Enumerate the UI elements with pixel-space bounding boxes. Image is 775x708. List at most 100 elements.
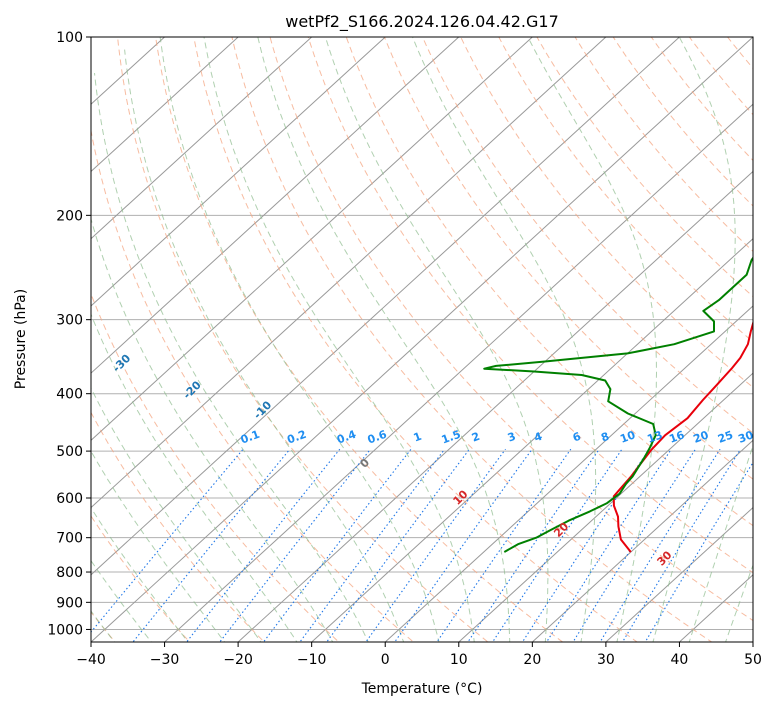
dry-adiabat-line (574, 37, 753, 253)
y-tick-label: 100 (56, 30, 83, 46)
mixing-ratio-label: 2 (470, 430, 482, 445)
x-tick-label: 20 (523, 652, 541, 668)
mixing-ratio-line (545, 448, 672, 642)
mixing-ratio-line (394, 448, 533, 642)
moist-adiabat-line (94, 72, 369, 642)
mixing-ratio-label: 0.1 (239, 428, 262, 447)
moist-adiabat-line (688, 444, 753, 642)
dry-adiabat-line (536, 37, 753, 298)
moist-adiabat-line (411, 37, 597, 642)
mixing-ratio-line (299, 448, 446, 642)
dewpoint-profile-line (483, 256, 753, 553)
moist-adiabat-line (159, 37, 440, 642)
mixing-ratio-line (219, 448, 371, 642)
isotherm-line (91, 37, 681, 576)
mixing-ratio-lines (91, 448, 753, 642)
mixing-ratio-line (599, 448, 721, 642)
mixing-ratio-label: 16 (667, 428, 686, 446)
y-tick-label: 700 (56, 531, 83, 547)
dry-adiabat-line (422, 37, 753, 434)
dry-adiabat-line (460, 37, 753, 388)
x-tick-label: 30 (597, 652, 615, 668)
mixing-ratio-label: 4 (532, 430, 544, 445)
moist-adiabat-line (91, 506, 189, 642)
y-tick-label: 500 (56, 444, 83, 460)
mixing-ratio-line (521, 448, 650, 642)
isotherm-line (91, 37, 386, 307)
x-tick-label: −30 (150, 652, 180, 668)
mixing-ratio-label: 20 (692, 428, 711, 446)
dry-adiabat-line (91, 411, 265, 642)
moist-adiabat-line (652, 37, 736, 642)
isotherm-line (458, 372, 753, 642)
mixing-ratio-line (436, 448, 572, 642)
isotherm-line (91, 37, 753, 642)
mixing-ratio-label: 0.2 (285, 428, 308, 447)
mixing-ratio-label: 1 (412, 430, 424, 445)
mixing-ratio-label: 0.4 (335, 428, 358, 447)
mixing-ratio-label: 13 (645, 428, 664, 445)
isotherm-line (531, 439, 753, 642)
plot-frame (90, 36, 754, 643)
mixing-ratio-label: 8 (599, 430, 611, 445)
moist-adiabat-line (257, 37, 511, 642)
moist-adiabat-line (203, 37, 475, 642)
moist-adiabat-line (91, 217, 334, 642)
chart-title: wetPf2_S166.2024.126.04.42.G17 (285, 12, 559, 32)
y-tick-label: 1000 (47, 622, 83, 638)
y-axis-label: Pressure (hPa) (13, 289, 29, 389)
profile-series (483, 256, 753, 553)
moist-adiabat-line (527, 37, 657, 642)
y-tick-label: 900 (56, 595, 83, 611)
mixing-ratio-line (91, 448, 244, 633)
moist-adiabat-line (725, 563, 753, 642)
y-axis-ticks: 1000 900 800 700 600 500 400 300 200 100 (47, 30, 91, 638)
pressure-gridlines (91, 37, 753, 630)
mixing-ratio-label: 0.6 (366, 428, 389, 447)
isotherm-line (91, 37, 534, 442)
dry-adiabat-line (269, 37, 753, 622)
mixing-ratio-label: 25 (716, 428, 735, 445)
x-tick-label: 10 (450, 652, 468, 668)
mixing-ratio-label: 30 (736, 428, 755, 446)
mixing-ratio-label: 36 (757, 428, 775, 446)
moist-adiabat-line (91, 387, 262, 642)
mixing-ratio-line (326, 448, 470, 642)
dry-adiabat-line (231, 37, 713, 642)
dry-adiabat-line (193, 37, 638, 642)
mixing-ratio-label: 6 (571, 430, 583, 445)
x-tick-label: 0 (381, 652, 390, 668)
x-tick-label: −40 (76, 652, 106, 668)
plot-border (90, 36, 754, 643)
mixing-ratio-label: 1.5 (440, 428, 463, 447)
y-tick-label: 600 (56, 491, 83, 507)
moist-adiabat-line (91, 313, 298, 642)
mixing-ratio-label: 10 (618, 428, 637, 446)
moist-adiabats (91, 37, 753, 642)
isotherm-line (384, 305, 753, 642)
mixing-ratio-line (262, 448, 412, 642)
y-tick-label: 200 (56, 208, 83, 224)
moist-adiabat-line (124, 49, 405, 642)
mixing-ratio-line (491, 448, 623, 642)
dry-adiabat-line (117, 37, 489, 642)
dry-adiabat-line (91, 128, 415, 642)
x-tick-label: 50 (744, 652, 762, 668)
isotherm-line (91, 37, 460, 374)
isotherm-line (163, 103, 753, 642)
dry-adiabat-line (755, 24, 775, 654)
dry-adiabat-line (383, 37, 753, 480)
isotherm-line (91, 37, 607, 509)
isotherm-line (237, 170, 753, 642)
moist-adiabat-line (324, 37, 549, 642)
isotherm-lines (91, 37, 753, 642)
x-axis-ticks: −40 −30 −20 −10 0 10 20 30 40 50 (76, 642, 762, 668)
y-tick-label: 800 (56, 565, 83, 581)
temperature-profile-line (612, 319, 753, 553)
mixing-ratio-label: 3 (506, 430, 518, 445)
dry-adiabat-label: -50 (0, 292, 4, 315)
mixing-ratio-line (467, 448, 600, 642)
y-tick-label: 300 (56, 313, 83, 329)
